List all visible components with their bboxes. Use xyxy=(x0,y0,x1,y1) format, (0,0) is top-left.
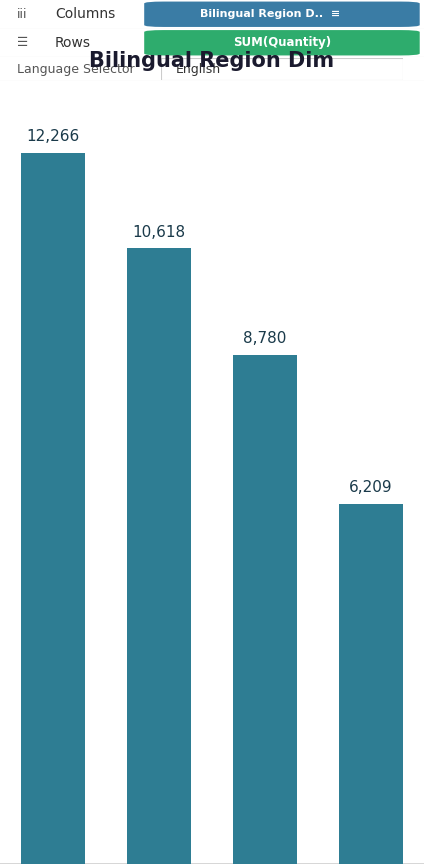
Text: 6,209: 6,209 xyxy=(349,480,393,495)
Text: 8,780: 8,780 xyxy=(243,331,287,346)
Text: Rows: Rows xyxy=(55,35,91,50)
Text: Columns: Columns xyxy=(55,7,115,22)
Text: iii: iii xyxy=(17,8,28,21)
Text: Language Selector: Language Selector xyxy=(17,62,134,76)
Bar xyxy=(21,153,85,864)
Text: 10,618: 10,618 xyxy=(132,225,186,239)
Title: Bilingual Region Dim: Bilingual Region Dim xyxy=(89,51,335,72)
Text: 12,266: 12,266 xyxy=(26,129,80,144)
Bar xyxy=(127,248,191,864)
Bar xyxy=(339,504,403,864)
Bar xyxy=(233,355,297,864)
Text: ☰: ☰ xyxy=(17,36,28,49)
